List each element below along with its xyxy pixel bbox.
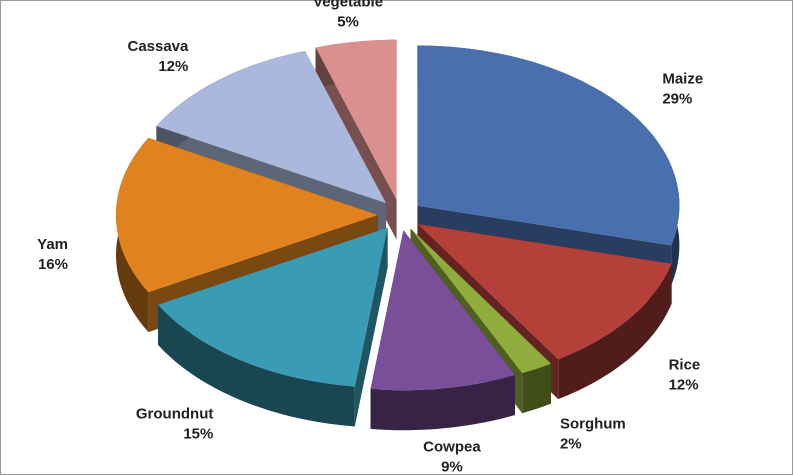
slice-value-label: 9% [441,458,463,475]
slice-value-label: 12% [158,58,188,75]
slice-label: Maize [662,70,703,87]
slice-label: Cowpea [423,438,481,455]
slice-side [354,227,388,427]
slice [410,228,551,374]
slice [158,227,388,387]
slice-value-label: 12% [669,376,699,393]
slice-value-label: 29% [662,90,692,107]
slice-label: Yam [37,236,68,253]
slice-value-label: 2% [560,436,582,453]
slice-value-label: 16% [38,256,68,273]
slice-label: Vegetable [313,0,383,10]
slice-label: Rice [669,356,701,373]
slice-label: Sorghum [560,416,626,433]
slice-wall [370,375,515,431]
slice [370,230,515,391]
slice-label: Cassava [127,38,189,55]
slice-value-label: 15% [183,426,213,443]
slice-wall [522,363,551,414]
slice [116,137,378,293]
slice-wall [558,263,672,400]
slice [315,39,397,200]
slice-value-label: 5% [337,13,359,30]
slice-wall [158,304,355,427]
slice-label: Groundnut [136,406,213,423]
slice [156,51,386,204]
slice [417,224,672,360]
slice [417,45,680,246]
